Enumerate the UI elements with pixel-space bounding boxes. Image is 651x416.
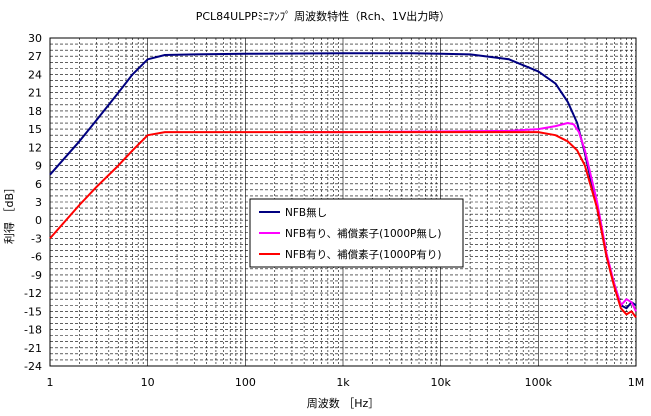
y-tick-label: -15 bbox=[24, 305, 42, 318]
y-tick-label: 3 bbox=[35, 196, 42, 209]
x-tick-label: 1 bbox=[47, 376, 54, 389]
y-tick-label: 0 bbox=[35, 214, 42, 227]
legend-box bbox=[249, 198, 464, 268]
y-tick-label: -6 bbox=[31, 251, 42, 264]
y-tick-label: 21 bbox=[28, 87, 42, 100]
legend-label: NFB無し bbox=[285, 206, 327, 219]
y-axis-label: 利得 ［dB］ bbox=[3, 182, 16, 244]
y-tick-label: 6 bbox=[35, 178, 42, 191]
y-tick-label: 30 bbox=[28, 32, 42, 45]
y-tick-label: -18 bbox=[24, 324, 42, 337]
series-line bbox=[49, 131, 637, 318]
legend-items: NFB無し NFB有り、補償素子(1000P無し) NFB有り、補償素子(1000P… bbox=[259, 206, 441, 261]
legend: NFB無し NFB有り、補償素子(1000P無し) NFB有り、補償素子(1000P… bbox=[249, 198, 464, 268]
series-lines bbox=[49, 52, 637, 318]
chart-title: PCL84ULPPﾐﾆｱﾝﾌﾟ 周波数特性（Rch、1V出力時） bbox=[196, 9, 451, 23]
legend-label: NFB有り、補償素子(1000P無し) bbox=[285, 227, 441, 240]
x-tick-label: 100k bbox=[525, 376, 553, 389]
y-tick-label: 9 bbox=[35, 160, 42, 173]
y-tick-label: 27 bbox=[28, 50, 42, 63]
y-axis-ticks: -24 -21 -18 -15 -12 -9 -6 -3 0 3 6 9 12 15 18 21 24 27 30 bbox=[24, 32, 42, 373]
x-tick-label: 1k bbox=[336, 376, 350, 389]
legend-label: NFB有り、補償素子(1000P有り) bbox=[285, 248, 441, 261]
y-tick-label: -24 bbox=[24, 360, 42, 373]
plot-frame bbox=[49, 37, 637, 367]
series-line bbox=[284, 122, 637, 312]
x-tick-label: 1M bbox=[628, 376, 645, 389]
y-tick-label: -9 bbox=[31, 269, 42, 282]
y-tick-label: -3 bbox=[31, 232, 42, 245]
y-tick-label: -21 bbox=[24, 342, 42, 355]
y-tick-label: 15 bbox=[28, 123, 42, 136]
x-tick-label: 10k bbox=[430, 376, 451, 389]
y-tick-label: 24 bbox=[28, 68, 42, 81]
x-axis-ticks: 1 10 100 1k 10k 100k 1M bbox=[47, 376, 645, 389]
x-tick-label: 100 bbox=[235, 376, 256, 389]
y-tick-label: -12 bbox=[24, 287, 42, 300]
x-tick-label: 10 bbox=[141, 376, 155, 389]
y-tick-label: 12 bbox=[28, 141, 42, 154]
y-tick-label: 18 bbox=[28, 105, 42, 118]
x-axis-label: 周波数 ［Hz］ bbox=[307, 397, 380, 410]
